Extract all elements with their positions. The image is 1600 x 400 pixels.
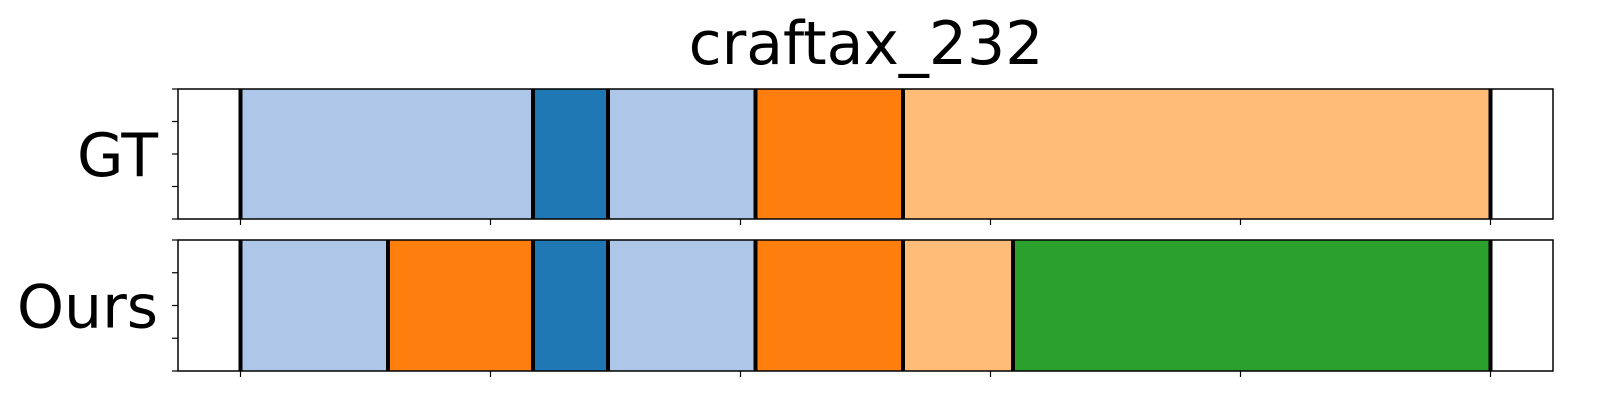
segment-gt-2 bbox=[608, 89, 756, 219]
segment-ours-6 bbox=[1013, 240, 1491, 371]
segment-ours-1 bbox=[388, 240, 533, 371]
row-gt: GT bbox=[77, 88, 1554, 225]
row-label-ours: Ours bbox=[17, 273, 158, 343]
segment-ours-0 bbox=[240, 240, 388, 371]
segment-ours-3 bbox=[608, 240, 756, 371]
segment-ours-5 bbox=[903, 240, 1013, 371]
chart-title: craftax_232 bbox=[689, 9, 1044, 79]
segment-ours-4 bbox=[755, 240, 903, 371]
segment-gt-1 bbox=[533, 89, 608, 219]
chart-rows: GT Ours bbox=[17, 88, 1554, 377]
segment-gt-4 bbox=[903, 89, 1491, 219]
segment-gt-3 bbox=[755, 89, 903, 219]
segment-gt-0 bbox=[240, 89, 533, 219]
row-label-gt: GT bbox=[77, 121, 158, 191]
row-ours: Ours bbox=[17, 239, 1554, 377]
segment-ours-2 bbox=[533, 240, 608, 371]
